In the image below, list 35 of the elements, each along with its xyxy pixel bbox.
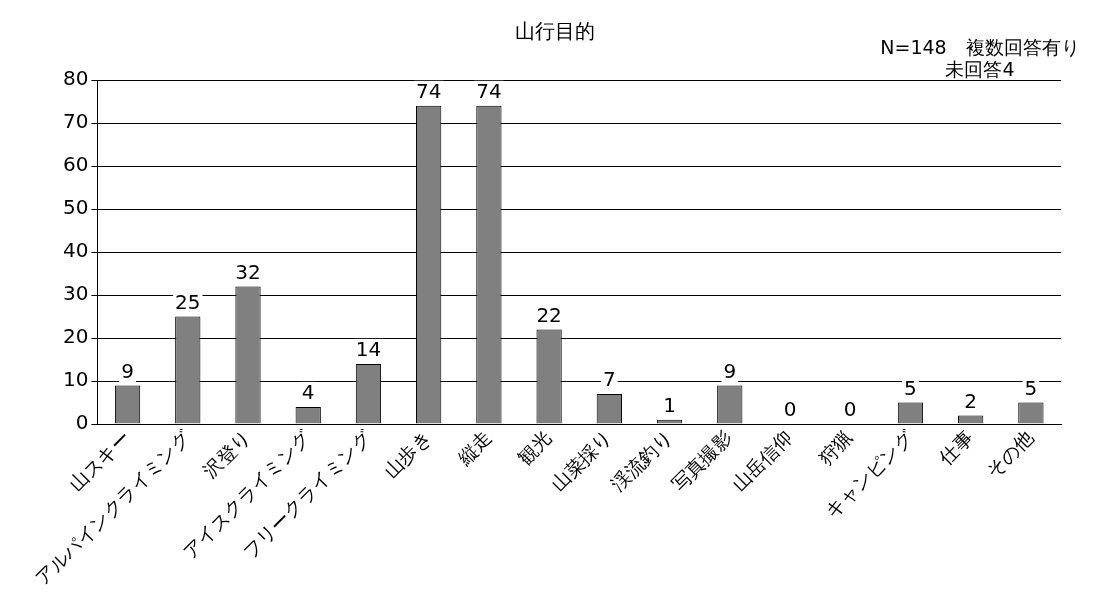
x-tick-label: 沢登り (198, 425, 255, 482)
chart-title: 山行目的 (514, 19, 595, 43)
data-label: 14 (355, 337, 382, 362)
data-label: 4 (301, 380, 315, 405)
data-label: 1 (663, 392, 676, 417)
data-label: 9 (121, 358, 134, 383)
y-tick-label: 50 (63, 195, 89, 220)
y-tick-label: 40 (63, 238, 89, 263)
x-tick-label: 縦走 (452, 425, 496, 470)
y-tick-label: 20 (63, 324, 89, 349)
text: N=148 複数回答有り (879, 36, 1081, 58)
x-tick-label: 山歩き (379, 425, 435, 482)
data-label: 0 (843, 397, 857, 422)
x-tick-label: 観光 (513, 425, 556, 469)
y-tick-label: 10 (63, 367, 89, 392)
data-label: 25 (175, 289, 201, 314)
data-label: 2 (964, 388, 978, 413)
x-tick-label: 仕事 (933, 425, 977, 470)
data-label: 5 (904, 375, 917, 400)
x-tick-label: その他 (981, 425, 1038, 482)
text: 未回答4 (944, 58, 1016, 80)
data-label: 32 (235, 259, 261, 284)
data-label: 22 (536, 302, 562, 327)
y-tick-label: 0 (75, 410, 89, 435)
data-label: 74 (415, 79, 442, 104)
data-label: 74 (476, 79, 502, 104)
y-tick-label: 30 (63, 281, 89, 306)
y-tick-label: 80 (63, 66, 89, 91)
data-label: 5 (1024, 375, 1038, 400)
data-label: 0 (783, 397, 797, 422)
data-label: 9 (723, 358, 737, 383)
x-tick-label: 狩猟 (814, 425, 857, 469)
data-label: 7 (602, 367, 616, 392)
y-tick-label: 60 (63, 152, 89, 177)
y-tick-label: 70 (63, 109, 89, 134)
